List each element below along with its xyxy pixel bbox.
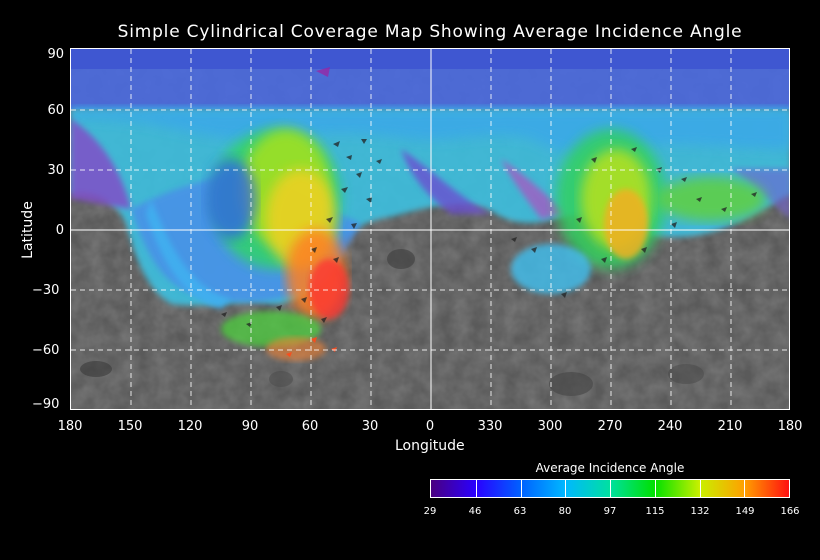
- y-tick-label: −60: [32, 343, 60, 358]
- legend-divider: [699, 480, 701, 497]
- legend-divider: [565, 480, 567, 497]
- legend-tick-label: 29: [423, 506, 437, 517]
- coverage-map: [71, 49, 789, 409]
- x-tick-label: 90: [241, 419, 259, 434]
- legend-divider: [475, 480, 477, 497]
- legend-tick-label: 46: [468, 506, 482, 517]
- y-tick-label: −90: [32, 397, 60, 412]
- legend-tick-label: 115: [645, 506, 665, 517]
- legend-divider: [610, 480, 611, 497]
- x-tick-label: 210: [717, 419, 743, 434]
- legend-tick-label: 149: [735, 506, 755, 517]
- y-tick-label: 60: [47, 103, 64, 118]
- x-tick-label: 300: [537, 419, 563, 434]
- x-tick-label: 150: [117, 419, 143, 434]
- legend-tick-label: 97: [603, 506, 617, 517]
- legend-tick-label: 132: [690, 506, 710, 517]
- legend-tick-label: 63: [513, 506, 527, 517]
- x-axis-title: Longitude: [395, 438, 465, 454]
- map-title: Simple Cylindrical Coverage Map Showing …: [117, 22, 743, 42]
- legend-tick-label: 80: [558, 506, 572, 517]
- x-tick-label: 60: [301, 419, 319, 434]
- y-tick-label: 90: [47, 47, 64, 62]
- map-plot-area[interactable]: [70, 48, 790, 410]
- y-tick-label: −30: [32, 283, 60, 298]
- y-axis-title: Latitude: [20, 201, 36, 259]
- x-tick-label: 270: [597, 419, 623, 434]
- x-tick-label: 180: [57, 419, 83, 434]
- y-tick-label: 30: [47, 163, 64, 178]
- x-tick-label: 120: [177, 419, 203, 434]
- legend-title: Average Incidence Angle: [535, 461, 685, 475]
- legend-divider: [744, 480, 746, 497]
- y-tick-label: 0: [55, 223, 64, 238]
- legend-divider: [520, 480, 522, 497]
- x-tick-label: 330: [477, 419, 503, 434]
- x-tick-label: 240: [657, 419, 683, 434]
- x-tick-label: 30: [361, 419, 379, 434]
- x-tick-label: 0: [425, 419, 435, 434]
- x-tick-label: 180: [777, 419, 803, 434]
- legend-divider: [654, 480, 656, 497]
- color-scale-bar: [430, 479, 790, 498]
- legend-tick-label: 166: [780, 506, 800, 517]
